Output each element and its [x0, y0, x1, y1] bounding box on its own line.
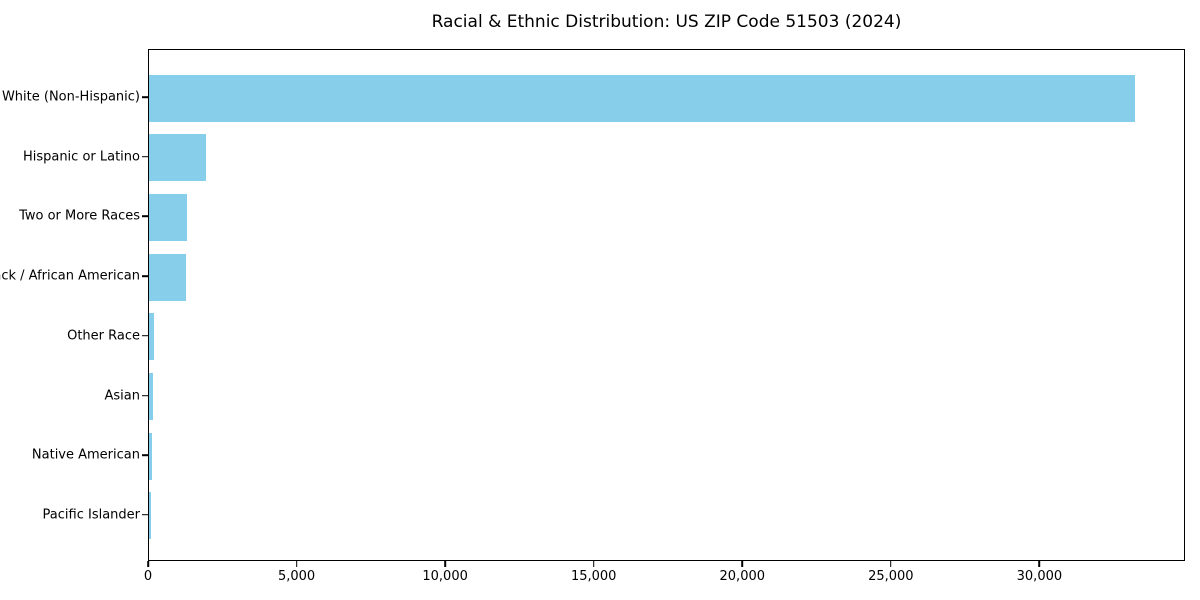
y-tick-label-asian: Asian	[104, 388, 140, 403]
bar-pacific-islander	[149, 492, 152, 540]
y-tick-mark	[142, 514, 148, 516]
y-tick-label-pacific-islander: Pacific Islander	[42, 507, 140, 523]
x-tick-mark	[1038, 561, 1041, 567]
bar-black-african-american	[149, 253, 186, 301]
bar-native-american	[149, 432, 152, 480]
y-tick-label-two-or-more-races: Two or More Races	[19, 208, 140, 224]
bar-other-race	[149, 313, 154, 361]
y-tick-mark	[142, 215, 148, 218]
chart-title: Racial & Ethnic Distribution: US ZIP Cod…	[431, 12, 902, 32]
x-tick-label-10000: 10,000	[422, 569, 468, 584]
x-tick-label-5000: 5,000	[277, 569, 316, 584]
x-tick-label-15000: 15,000	[570, 569, 617, 584]
y-tick-mark	[142, 275, 148, 277]
x-tick-mark	[147, 561, 149, 567]
y-tick-mark	[142, 454, 148, 456]
x-tick-mark	[741, 561, 744, 567]
x-tick-label-20000: 20,000	[719, 569, 766, 584]
y-tick-mark	[142, 335, 148, 337]
plot-area	[148, 49, 1185, 561]
bar-hispanic-or-latino	[149, 134, 207, 182]
bar-two-or-more-races	[149, 193, 188, 241]
x-tick-mark	[890, 561, 892, 567]
y-tick-label-hispanic-or-latino: Hispanic or Latino	[22, 149, 140, 165]
bar-asian	[149, 373, 153, 420]
y-tick-label-other-race: Other Race	[67, 328, 140, 344]
x-tick-mark	[592, 561, 595, 567]
bar-white-non-hispanic	[149, 74, 1136, 122]
y-tick-label-white-non-hispanic: White (Non-Hispanic)	[1, 89, 140, 105]
x-tick-mark	[295, 561, 298, 567]
x-tick-label-0: 0	[143, 569, 153, 584]
y-tick-mark	[142, 394, 148, 397]
y-tick-mark	[142, 96, 148, 98]
y-tick-label-black-african-american: Black / African American	[0, 268, 140, 284]
y-tick-mark	[142, 155, 148, 158]
x-tick-label-30000: 30,000	[1016, 569, 1063, 584]
y-tick-label-native-american: Native American	[31, 447, 140, 463]
x-tick-mark	[444, 561, 446, 567]
x-tick-label-25000: 25,000	[868, 569, 914, 584]
